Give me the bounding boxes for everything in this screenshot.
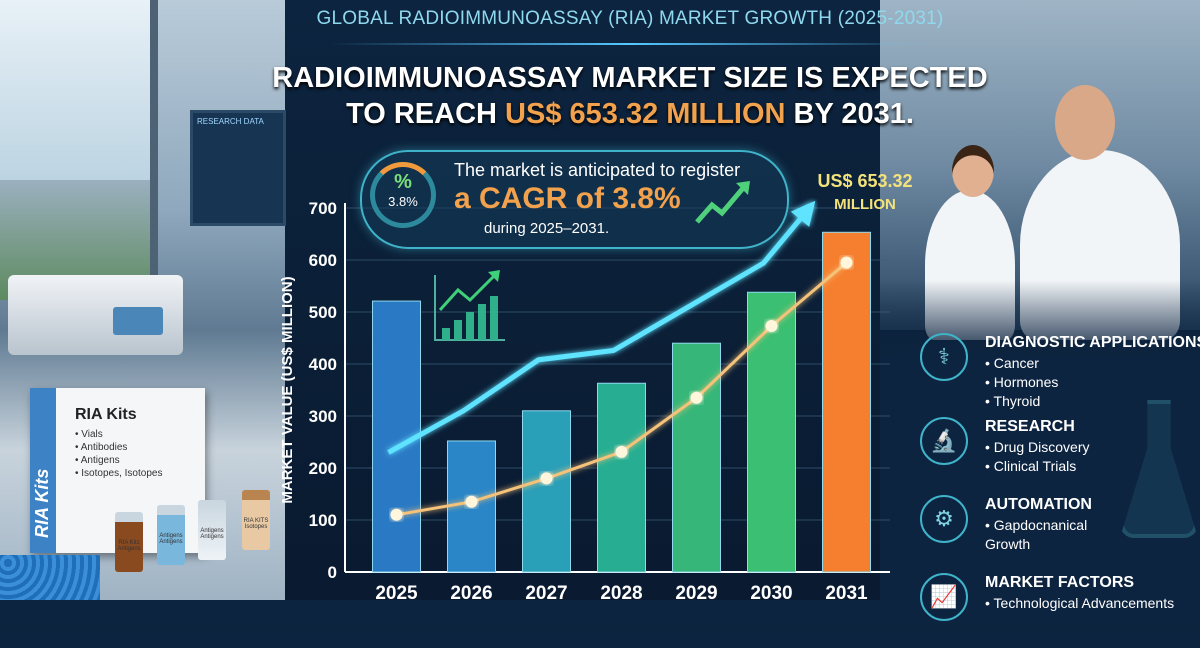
line-point	[390, 508, 403, 521]
x-tick-label: 2025	[375, 583, 418, 600]
growth-chart-icon	[434, 270, 505, 341]
headline-accent: US$ 653.32 MILLION	[505, 98, 786, 130]
growth-chart-icon: 📈	[920, 573, 968, 621]
cagr-line3: during 2025–2031.	[484, 220, 610, 237]
lab-window	[0, 0, 158, 300]
y-tick-label: 0	[328, 563, 337, 582]
feature-item: Gapdocnanical Growth	[985, 516, 1095, 554]
headline-line1: RADIOIMMUNOASSAY MARKET SIZE IS EXPECTED	[272, 62, 988, 94]
trend-arrow-icon	[695, 181, 750, 224]
headline-post: BY 2031.	[785, 98, 914, 130]
x-tick-label: 2027	[525, 583, 567, 600]
kit-list: Vials Antibodies Antigens Isotopes, Isot…	[75, 428, 163, 480]
bar-2027	[522, 410, 571, 573]
annotation-unit: MILLION	[834, 196, 896, 213]
bar-2028	[597, 382, 646, 573]
trend-arrow-line	[387, 203, 814, 455]
scientist-head	[952, 145, 994, 197]
x-tick-label: 2030	[750, 583, 792, 600]
bar-2029	[672, 342, 721, 573]
y-tick-label: 300	[309, 407, 337, 426]
bar-2030	[747, 291, 796, 573]
x-tick-label: 2028	[600, 583, 642, 600]
kit-item: Isotopes, Isotopes	[75, 467, 162, 480]
line-point	[615, 445, 628, 458]
vial: RIA Kits Antigens	[115, 512, 143, 572]
feature-items: Drug Discovery Clinical Trials	[985, 438, 1090, 476]
subtitle: GLOBAL RADIOIMMUNOASSAY (RIA) MARKET GRO…	[316, 8, 944, 29]
research-data-monitor: RESEARCH DATA	[190, 110, 286, 226]
machine-screen	[113, 307, 163, 335]
microscope-icon: 🔬	[920, 417, 968, 465]
feature-item: Technological Advancements	[985, 594, 1175, 613]
kit-title: RIA Kits	[75, 406, 137, 423]
feature-list: ⚕ DIAGNOSTIC APPLICATIONS Cancer Hormone…	[920, 330, 1200, 648]
feature-market-factors: 📈 MARKET FACTORS Technological Advanceme…	[920, 570, 1200, 648]
gear-icon: ⚙	[920, 495, 968, 543]
line-point	[465, 495, 478, 508]
cagr-line2: a CAGR of 3.8%	[454, 182, 681, 215]
ring-value: 3.8%	[388, 194, 418, 209]
lab-machine	[8, 275, 183, 355]
cagr-ring-icon: % 3.8%	[370, 162, 436, 228]
kit-side-label: RIA Kits	[32, 468, 52, 538]
cagr-callout: % 3.8% The market is anticipated to regi…	[360, 150, 789, 249]
lab-photo-left: RESEARCH DATA RIA Kits RIA Kits Vials An…	[0, 0, 286, 600]
ria-kit-box: RIA Kits RIA Kits Vials Antibodies Antig…	[30, 388, 205, 553]
y-tick-label: 400	[309, 355, 337, 374]
line-point	[690, 391, 703, 404]
feature-title: AUTOMATION	[985, 496, 1092, 513]
annotation-value: US$ 653.32	[817, 171, 913, 191]
feature-items: Gapdocnanical Growth	[985, 516, 1095, 554]
percent-symbol: %	[394, 171, 412, 193]
feature-item: Hormones	[985, 373, 1059, 392]
y-tick-label: 500	[309, 303, 337, 322]
x-tick-label: 2031	[825, 583, 868, 600]
feature-automation: ⚙ AUTOMATION Gapdocnanical Growth	[920, 492, 1200, 570]
feature-item: Clinical Trials	[985, 457, 1090, 476]
y-tick-label: 600	[309, 251, 337, 270]
x-tick-label: 2026	[450, 583, 492, 600]
monitor-text: RESEARCH DATA	[197, 117, 264, 126]
vial: Antigens Antigens	[157, 505, 185, 565]
feature-diagnostic: ⚕ DIAGNOSTIC APPLICATIONS Cancer Hormone…	[920, 330, 1200, 411]
y-axis-label: MARKET VALUE (US$ MILLION)	[279, 276, 296, 503]
y-tick-label: 700	[309, 199, 337, 218]
headline: RADIOIMMUNOASSAY MARKET SIZE IS EXPECTED…	[270, 60, 990, 132]
headline-pre: TO REACH	[346, 98, 506, 130]
cagr-line1: The market is anticipated to register	[454, 160, 741, 180]
feature-item: Drug Discovery	[985, 438, 1090, 457]
feature-item: Cancer	[985, 354, 1058, 373]
arrowhead	[790, 200, 816, 227]
feature-title: MARKET FACTORS	[985, 574, 1135, 591]
y-tick-label: 200	[309, 459, 337, 478]
feature-item: Thyroid	[985, 392, 1058, 411]
x-tick-label: 2029	[675, 583, 717, 600]
feature-title: DIAGNOSTIC APPLICATIONS	[985, 334, 1200, 351]
kit-item: Antigens	[75, 454, 162, 467]
kit-item: Antibodies	[75, 441, 162, 454]
bar-2031	[822, 231, 871, 573]
feature-title: RESEARCH	[985, 418, 1075, 435]
line-point	[765, 320, 778, 333]
feature-items: Cancer Hormones Thyroid	[985, 354, 1059, 411]
vial: RIA KITS Isotopes	[242, 490, 270, 550]
y-tick-label: 100	[309, 511, 337, 530]
market-chart: 0 100 200 300 400 500 600 700 MARKET VALUE (US$ …	[279, 199, 890, 600]
final-value-annotation: US$ 653.32 MILLION	[800, 170, 930, 216]
kit-item: Vials	[75, 428, 162, 441]
line-point	[840, 256, 853, 269]
stethoscope-icon: ⚕	[920, 333, 968, 381]
feature-items: Technological Advancements	[985, 594, 1175, 613]
line-point	[540, 472, 553, 485]
feature-research: 🔬 RESEARCH Drug Discovery Clinical Trial…	[920, 414, 1200, 492]
divider	[330, 43, 930, 45]
tube-rack	[0, 555, 100, 600]
vial: Antigens Antigens	[198, 500, 226, 560]
scientist-head	[1055, 85, 1115, 160]
